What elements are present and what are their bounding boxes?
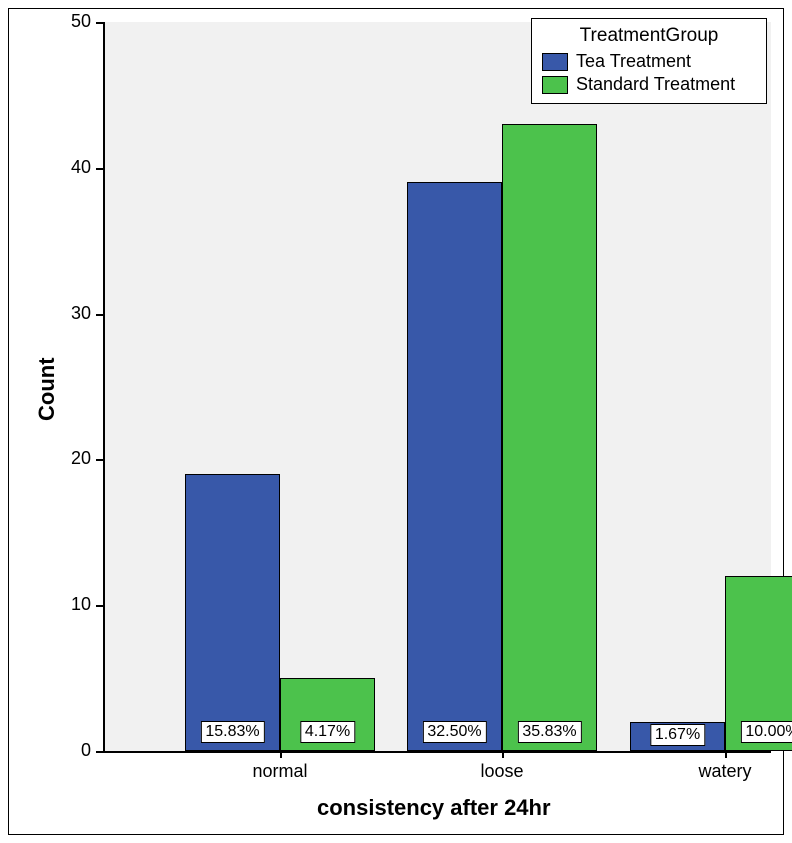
- y-tick-label: 20: [51, 448, 91, 469]
- y-tick: [96, 22, 103, 24]
- y-tick: [96, 459, 103, 461]
- x-axis-line: [103, 751, 771, 753]
- pct-label: 35.83%: [517, 721, 581, 743]
- legend-swatch: [542, 76, 568, 94]
- pct-label: 32.50%: [422, 721, 486, 743]
- y-tick: [96, 314, 103, 316]
- pct-label: 10.00%: [740, 721, 792, 743]
- bar-standard-treatment-loose: [502, 124, 597, 751]
- legend-item: Tea Treatment: [542, 51, 756, 72]
- y-tick-label: 50: [51, 11, 91, 32]
- y-tick-label: 10: [51, 594, 91, 615]
- x-tick: [502, 751, 504, 758]
- legend-title: TreatmentGroup: [542, 25, 756, 47]
- x-tick-label: watery: [655, 761, 792, 782]
- x-tick: [725, 751, 727, 758]
- x-tick-label: normal: [210, 761, 350, 782]
- pct-label: 15.83%: [200, 721, 264, 743]
- pct-label: 1.67%: [650, 724, 705, 746]
- y-tick-label: 30: [51, 303, 91, 324]
- y-tick-label: 40: [51, 157, 91, 178]
- x-axis-title: consistency after 24hr: [317, 795, 551, 821]
- pct-label: 4.17%: [300, 721, 355, 743]
- x-tick-label: loose: [432, 761, 572, 782]
- y-tick: [96, 168, 103, 170]
- bar-tea-treatment-normal: [185, 474, 280, 751]
- y-axis-title: Count: [34, 357, 60, 421]
- legend-item: Standard Treatment: [542, 74, 756, 95]
- y-tick-label: 0: [51, 740, 91, 761]
- y-tick: [96, 751, 103, 753]
- legend-swatch: [542, 53, 568, 71]
- bar-tea-treatment-loose: [407, 182, 502, 751]
- legend-label: Tea Treatment: [576, 51, 691, 72]
- y-axis-line: [103, 22, 105, 751]
- legend: TreatmentGroup Tea TreatmentStandard Trea…: [531, 18, 767, 104]
- y-tick: [96, 605, 103, 607]
- legend-label: Standard Treatment: [576, 74, 735, 95]
- x-tick: [280, 751, 282, 758]
